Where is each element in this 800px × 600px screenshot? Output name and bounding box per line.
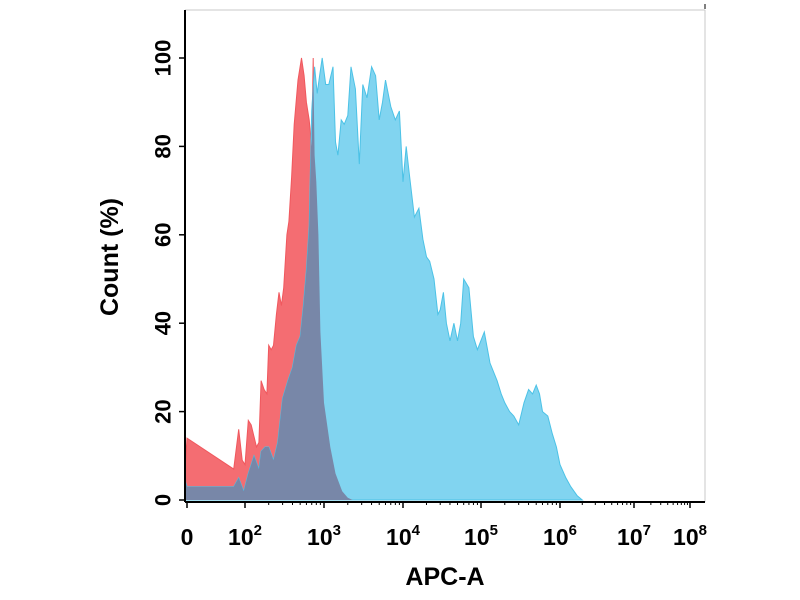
y-tick-label: 0 xyxy=(151,494,176,506)
y-tick-label: 80 xyxy=(151,134,176,158)
x-tick-label: 0 xyxy=(181,524,194,550)
x-tick-label: 102 xyxy=(228,522,262,550)
x-axis-ticks: 0 102 103 104 105 106 107 108 xyxy=(181,502,707,550)
y-tick-label: 40 xyxy=(151,311,176,335)
plot-frame xyxy=(184,4,706,503)
series-area-blue xyxy=(184,57,584,501)
y-tick-label: 100 xyxy=(151,40,176,77)
x-tick-label: 108 xyxy=(673,522,707,550)
y-tick-label: 20 xyxy=(151,399,176,423)
x-tick-label: 103 xyxy=(307,522,341,550)
series-layer xyxy=(184,57,584,501)
y-tick-label: 60 xyxy=(151,223,176,247)
y-axis-title: Count (%) xyxy=(96,198,124,316)
x-tick-label: 106 xyxy=(543,522,577,550)
x-tick-label: 105 xyxy=(464,522,498,550)
x-axis-title: APC-A xyxy=(405,563,484,591)
x-tick-label: 107 xyxy=(617,522,651,550)
y-axis-ticks: 0 20 40 60 80 100 xyxy=(151,40,185,506)
x-tick-label: 104 xyxy=(386,522,421,550)
